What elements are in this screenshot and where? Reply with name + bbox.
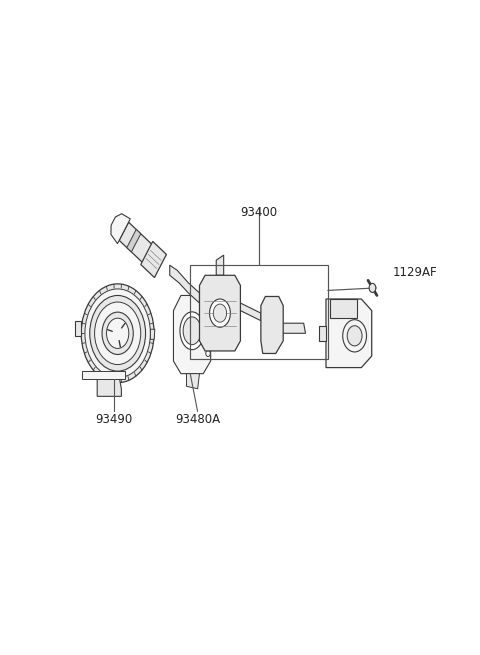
Polygon shape [83, 371, 125, 379]
Text: 93490: 93490 [96, 413, 132, 426]
Polygon shape [240, 303, 261, 321]
Polygon shape [200, 275, 240, 351]
Circle shape [81, 284, 154, 383]
Circle shape [213, 304, 227, 322]
Circle shape [102, 312, 133, 354]
Text: 1129AF: 1129AF [393, 267, 438, 279]
Polygon shape [281, 323, 305, 333]
Circle shape [107, 318, 129, 348]
Circle shape [85, 289, 150, 378]
Polygon shape [330, 299, 357, 318]
Circle shape [95, 302, 141, 365]
Polygon shape [173, 295, 211, 373]
Text: 93480A: 93480A [175, 413, 220, 426]
Polygon shape [119, 222, 155, 265]
Polygon shape [97, 379, 121, 396]
Ellipse shape [183, 317, 201, 345]
Polygon shape [186, 373, 200, 389]
Polygon shape [319, 326, 326, 341]
Polygon shape [216, 255, 224, 275]
Circle shape [90, 295, 145, 371]
Polygon shape [127, 229, 141, 252]
Polygon shape [170, 265, 200, 303]
Circle shape [343, 320, 367, 352]
Polygon shape [326, 299, 372, 367]
Circle shape [206, 350, 210, 356]
Circle shape [347, 326, 362, 346]
Polygon shape [261, 297, 283, 354]
Polygon shape [150, 329, 155, 339]
Text: 93400: 93400 [240, 206, 277, 219]
Circle shape [369, 284, 376, 292]
Circle shape [210, 299, 230, 328]
Polygon shape [75, 321, 81, 336]
Ellipse shape [180, 312, 204, 350]
Polygon shape [141, 242, 167, 278]
Polygon shape [111, 214, 130, 244]
